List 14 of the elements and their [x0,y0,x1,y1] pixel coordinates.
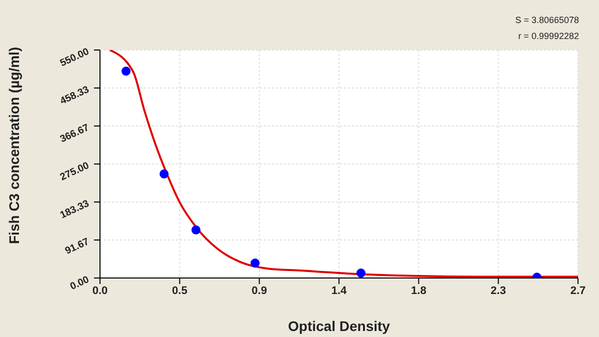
text: r = 0.99992282 [517,30,579,43]
x-tick-label: 0.5 [172,284,188,297]
x-tick-label: 1.4 [331,284,348,297]
y-tick-label: 458.33 [58,84,92,108]
x-axis-title: Optical Density [288,318,390,334]
y-tick-label: 0.00 [68,274,92,293]
x-tick-label: 2.3 [490,284,506,297]
x-tick-label: 1.8 [411,284,426,297]
y-tick-label: 91.67 [64,236,92,257]
x-tick-label: 0.0 [92,284,108,297]
text: S = 3.80665078 [515,14,579,27]
y-axis-title: Fish C3 concentration (µg/ml) [6,46,22,244]
x-tick-label: 2.7 [570,284,586,297]
x-tick-label: 0.9 [252,284,267,297]
